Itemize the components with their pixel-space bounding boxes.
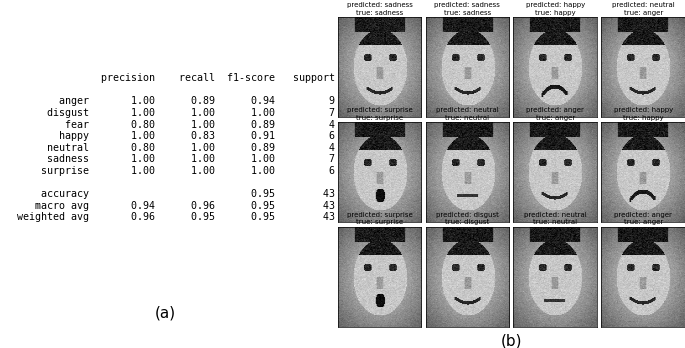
Title: predicted: surprise
true: surprise: predicted: surprise true: surprise bbox=[347, 212, 412, 226]
Title: predicted: neutral
true: neutral: predicted: neutral true: neutral bbox=[436, 107, 499, 120]
Text: precision    recall  f1-score   support

       anger       1.00      0.89      : precision recall f1-score support anger … bbox=[16, 73, 334, 222]
Title: predicted: anger
true: anger: predicted: anger true: anger bbox=[526, 107, 584, 120]
Title: predicted: sadness
true: sadness: predicted: sadness true: sadness bbox=[347, 2, 412, 16]
Title: predicted: happy
true: happy: predicted: happy true: happy bbox=[614, 107, 673, 120]
Title: predicted: happy
true: happy: predicted: happy true: happy bbox=[525, 2, 585, 16]
Title: predicted: anger
true: anger: predicted: anger true: anger bbox=[614, 212, 672, 226]
Title: predicted: neutral
true: anger: predicted: neutral true: anger bbox=[612, 2, 675, 16]
Title: predicted: disgust
true: disgust: predicted: disgust true: disgust bbox=[436, 212, 499, 226]
Title: predicted: surprise
true: surprise: predicted: surprise true: surprise bbox=[347, 107, 412, 120]
Title: predicted: neutral
true: neutral: predicted: neutral true: neutral bbox=[524, 212, 586, 226]
Title: predicted: sadness
true: sadness: predicted: sadness true: sadness bbox=[434, 2, 500, 16]
Text: (a): (a) bbox=[155, 306, 176, 321]
Text: (b): (b) bbox=[501, 333, 522, 348]
